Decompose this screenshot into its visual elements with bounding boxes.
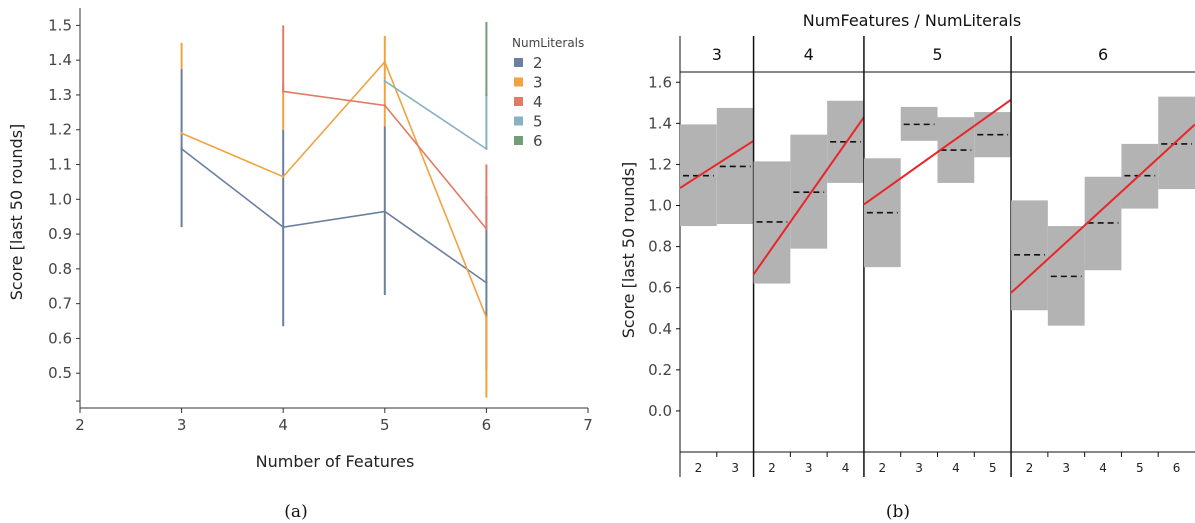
series-line: [181, 60, 488, 318]
data-point: [383, 79, 386, 83]
y-tick-label: 0.0: [648, 402, 672, 420]
x-tick-label: 4: [278, 416, 288, 434]
y-tick-label: 1.4: [648, 114, 672, 132]
x-tick-label: 4: [1099, 461, 1107, 475]
x-tick-label: 3: [915, 461, 923, 475]
y-tick-label: 1.5: [48, 16, 72, 34]
chart-b-caption: (b): [886, 502, 910, 522]
legend-entry: 4: [533, 93, 543, 111]
range-band: [1158, 96, 1195, 190]
y-tick-label: 1.2: [48, 121, 72, 139]
chart-a-caption: (a): [284, 502, 307, 522]
legend-entry: 2: [533, 54, 543, 72]
data-point: [282, 225, 285, 229]
data-point: [383, 60, 386, 64]
x-tick-label: 5: [380, 416, 390, 434]
series-3: [180, 35, 488, 398]
data-point: [383, 210, 386, 213]
panel-header: 4: [804, 45, 814, 64]
legend-title: NumLiterals: [512, 36, 584, 50]
x-tick-label: 4: [842, 461, 850, 475]
panel-header: 6: [1098, 45, 1108, 64]
data-point: [485, 227, 488, 231]
x-tick-label: 4: [952, 461, 960, 475]
series-line: [181, 148, 487, 284]
data-point: [383, 104, 386, 107]
legend-entry: 6: [533, 132, 543, 150]
data-point: [282, 90, 285, 93]
data-point: [180, 147, 183, 151]
chart-a-y-label: Score [last 50 rounds]: [7, 124, 26, 301]
y-tick-label: 0.8: [648, 238, 672, 256]
y-tick-label: 1.1: [48, 156, 72, 174]
series-6: [485, 21, 488, 97]
y-tick-label: 0.7: [48, 295, 72, 313]
y-tick-label: 1.2: [648, 155, 672, 173]
x-tick-label: 3: [1062, 461, 1070, 475]
x-tick-label: 3: [805, 461, 813, 475]
series-4: [282, 25, 488, 231]
x-tick-label: 5: [989, 461, 997, 475]
legend-swatch: [514, 116, 523, 126]
x-tick-label: 6: [1173, 461, 1181, 475]
legend-entry: 5: [533, 113, 543, 131]
x-tick-label: 5: [1136, 461, 1144, 475]
y-tick-label: 1.6: [648, 73, 672, 91]
y-tick-label: 1.3: [48, 86, 72, 104]
series-2: [180, 68, 488, 370]
y-tick-label: 1.0: [648, 197, 672, 215]
legend-entry: 3: [533, 74, 543, 92]
legend-swatch: [514, 136, 523, 145]
y-tick-label: 0.6: [48, 329, 72, 347]
regression-line: [863, 98, 1012, 206]
data-point: [485, 316, 488, 319]
chart-a-x-label: Number of Features: [256, 452, 415, 471]
x-tick-label: 3: [731, 461, 739, 475]
panel-header: 5: [932, 45, 942, 64]
chart-b-y-label: Score [last 50 rounds]: [619, 162, 638, 339]
y-tick-label: 1.4: [48, 51, 72, 69]
x-tick-label: 2: [1026, 461, 1034, 475]
y-tick-label: 1.0: [48, 190, 72, 208]
data-point: [180, 132, 183, 135]
regression-line: [679, 139, 755, 189]
panel-features-3: 3 2 3: [679, 45, 755, 475]
y-tick-label: 0.4: [648, 320, 672, 338]
regression-line: [752, 116, 865, 275]
legend-swatch: [514, 97, 523, 106]
x-tick-label: 2: [75, 416, 85, 434]
data-point: [485, 93, 488, 97]
x-tick-label: 2: [879, 461, 887, 475]
legend-swatch: [514, 58, 523, 67]
chart-b: NumFeatures / NumLiterals 0.0 0.2 0.4 0.6 0.…: [619, 11, 1195, 522]
panel-features-4: 4 2 3 4: [752, 36, 865, 477]
data-point: [485, 147, 488, 151]
y-tick-label: 0.6: [648, 279, 672, 297]
y-tick-label: 0.2: [648, 361, 672, 379]
y-tick-label: 0.5: [48, 364, 72, 382]
x-tick-label: 2: [768, 461, 776, 475]
y-tick-label: 0.8: [48, 260, 72, 278]
panel-header: 3: [712, 45, 722, 64]
data-point: [485, 281, 488, 284]
x-tick-label: 3: [177, 416, 187, 434]
x-tick-label: 6: [482, 416, 492, 434]
chart-b-title: NumFeatures / NumLiterals: [803, 11, 1021, 30]
x-tick-label: 7: [583, 416, 593, 434]
chart-a-legend: NumLiterals 2 34 56: [512, 36, 584, 150]
series-5: [383, 79, 488, 151]
series-line: [384, 80, 487, 150]
data-point: [282, 175, 285, 178]
legend-swatch: [514, 77, 523, 87]
panel-features-5: 5 2 3 4 5: [863, 36, 1012, 477]
regression-line: [1010, 123, 1195, 294]
y-tick-label: 0.9: [48, 225, 72, 243]
panel-features-6: 6 2 3 4 5 6: [1010, 36, 1195, 477]
x-tick-label: 2: [695, 461, 703, 475]
